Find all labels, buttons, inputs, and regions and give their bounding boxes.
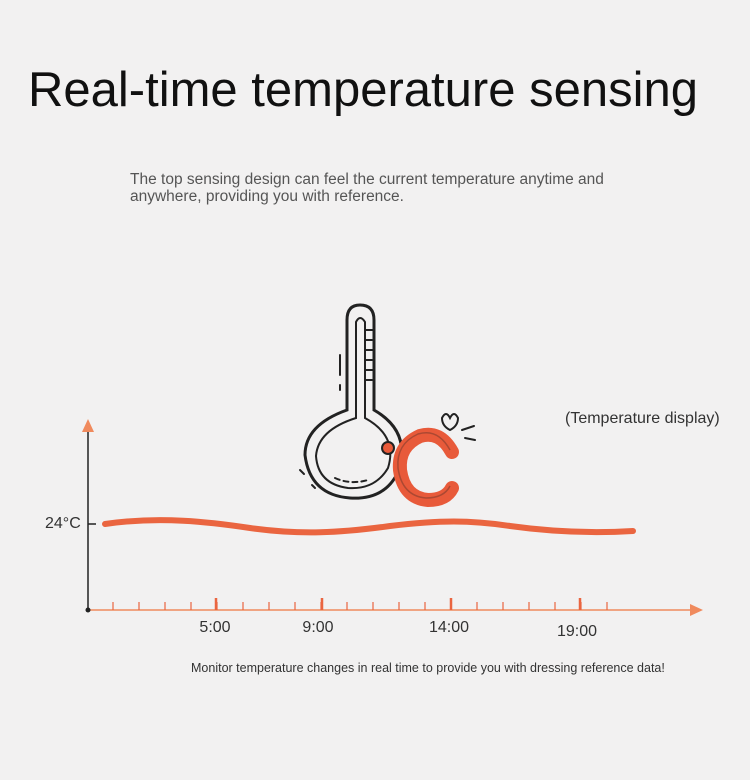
axes xyxy=(82,419,703,616)
bulb-dot xyxy=(381,441,395,455)
tick-marks xyxy=(112,598,608,610)
x-label: 14:00 xyxy=(429,619,469,636)
temperature-wave xyxy=(102,517,636,536)
x-label: 9:00 xyxy=(302,619,333,636)
x-label: 5:00 xyxy=(199,619,230,636)
celsius-c xyxy=(392,427,459,508)
thermometer xyxy=(299,303,476,500)
caption: (Temperature display) xyxy=(565,410,720,427)
footer-note: Monitor temperature changes in real time… xyxy=(191,661,665,675)
description: The top sensing design can feel the curr… xyxy=(130,171,604,205)
title: Real-time temperature sensing xyxy=(28,63,698,117)
x-label: 19:00 xyxy=(557,623,597,640)
y-label: 24°C xyxy=(45,515,81,532)
